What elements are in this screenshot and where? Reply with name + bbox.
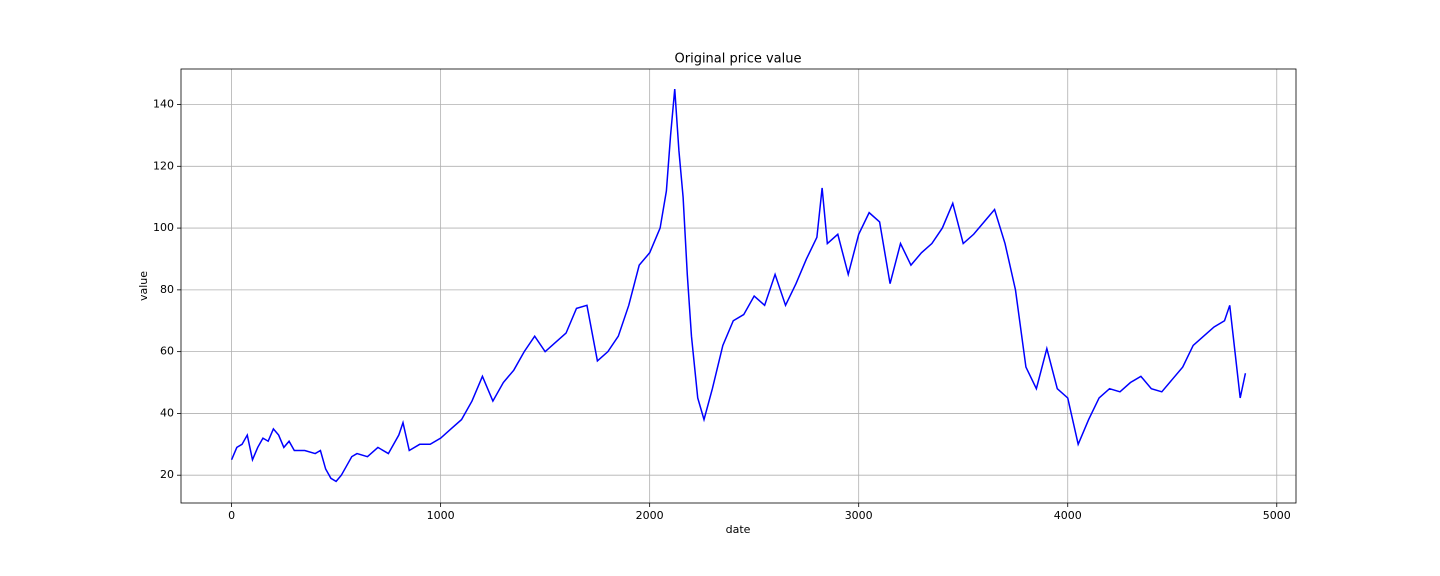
x-tick-label: 5000 bbox=[1263, 509, 1291, 522]
plot-frame bbox=[180, 68, 1297, 504]
y-tick-label: 140 bbox=[153, 98, 174, 111]
y-tick-label: 60 bbox=[160, 345, 174, 358]
y-tick-label: 20 bbox=[160, 468, 174, 481]
y-tick-label: 100 bbox=[153, 221, 174, 234]
x-tick-label: 0 bbox=[228, 509, 235, 522]
y-tick-label: 40 bbox=[160, 406, 174, 419]
x-tick-label: 2000 bbox=[636, 509, 664, 522]
chart-title: Original price value bbox=[675, 52, 802, 67]
y-tick-label: 120 bbox=[153, 159, 174, 172]
x-axis-label: date bbox=[726, 523, 751, 536]
x-tick-label: 4000 bbox=[1054, 509, 1082, 522]
x-tick-label: 3000 bbox=[845, 509, 873, 522]
price-line bbox=[230, 89, 1247, 483]
x-tick-label: 1000 bbox=[427, 509, 455, 522]
y-tick-label: 80 bbox=[160, 283, 174, 296]
y-axis-label: value bbox=[137, 271, 150, 301]
